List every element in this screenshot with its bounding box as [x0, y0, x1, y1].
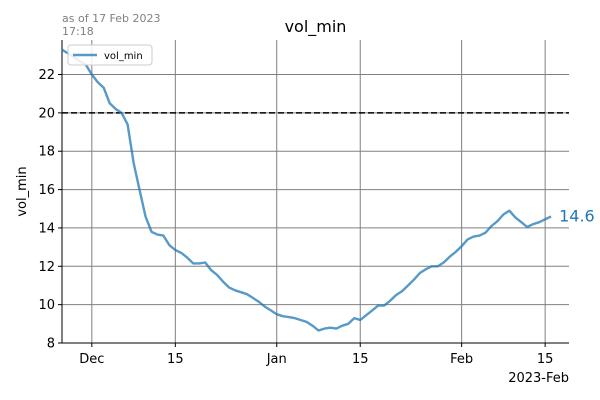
y-tick-label: 8 — [47, 337, 55, 352]
y-tick-label: 18 — [38, 145, 55, 160]
x-tick-label: 15 — [537, 352, 554, 367]
series-line-vol-min — [61, 48, 552, 332]
as-of-note: as of 17 Feb 2023 17:18 — [62, 12, 161, 38]
legend-box — [67, 44, 153, 66]
x-tick-label: Dec — [79, 352, 104, 367]
y-tick-label: 12 — [38, 260, 55, 275]
y-tick-label: 22 — [38, 68, 55, 83]
legend-label: vol_min — [104, 51, 143, 62]
x-tick-label: Jan — [266, 352, 287, 367]
y-axis-label: vol_min — [15, 166, 30, 216]
chart-title: vol_min — [285, 17, 347, 37]
y-tick-label: 10 — [38, 298, 55, 313]
x-offset-label: 2023-Feb — [508, 371, 569, 386]
x-tick-label: 15 — [167, 352, 184, 367]
last-value-label: 14.6 — [559, 206, 595, 225]
y-tick-label: 20 — [38, 106, 55, 121]
x-tick-label: Feb — [450, 352, 473, 367]
x-tick-label: 15 — [352, 352, 369, 367]
y-tick-label: 14 — [38, 221, 55, 236]
y-tick-label: 16 — [38, 183, 55, 198]
